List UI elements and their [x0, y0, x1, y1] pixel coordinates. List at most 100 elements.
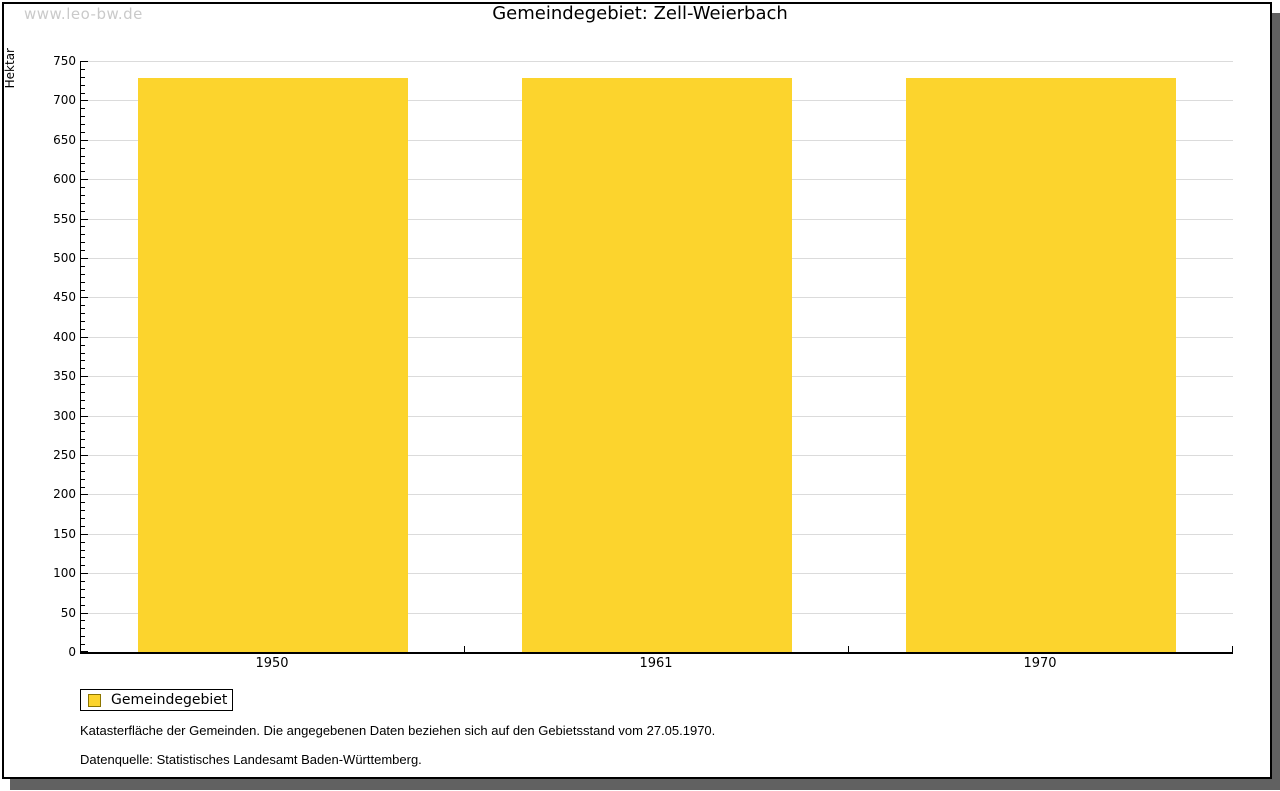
y-axis-minor-tick [81, 589, 85, 590]
x-axis-category-label: 1950 [255, 656, 289, 671]
y-axis-minor-tick [81, 597, 85, 598]
y-axis-tick-label: 0 [68, 645, 76, 659]
y-axis-minor-tick [81, 487, 85, 488]
y-axis-tick-label: 400 [53, 330, 76, 344]
y-axis-minor-tick [81, 77, 85, 78]
y-axis-major-tick [81, 61, 88, 62]
x-axis-boundary-tick [464, 646, 465, 652]
y-axis-minor-tick [81, 550, 85, 551]
y-axis-minor-tick [81, 171, 85, 172]
x-axis-boundary-tick [1232, 646, 1233, 652]
footnote-data-source: Datenquelle: Statistisches Landesamt Bad… [80, 752, 422, 767]
y-axis-minor-tick [81, 479, 85, 480]
y-axis-minor-tick [81, 423, 85, 424]
y-axis-minor-tick [81, 636, 85, 637]
y-axis-minor-tick [81, 321, 85, 322]
y-axis-minor-tick [81, 124, 85, 125]
y-axis-tick-label: 50 [60, 606, 76, 620]
y-axis-minor-tick [81, 345, 85, 346]
y-axis-minor-tick [81, 353, 85, 354]
y-axis-major-tick [81, 100, 88, 101]
y-axis-tick-labels: 0 50 100 150 200 250 300 350 400 450 500 550 600 650 7… [0, 54, 76, 659]
y-axis-major-tick [81, 219, 88, 220]
y-axis-tick-label: 250 [53, 448, 76, 462]
y-axis-minor-tick [81, 211, 85, 212]
y-axis-minor-tick [81, 502, 85, 503]
y-axis-tick-label: 450 [53, 290, 76, 304]
y-axis-minor-tick [81, 581, 85, 582]
y-axis-minor-tick [81, 305, 85, 306]
y-axis-minor-tick [81, 242, 85, 243]
y-axis-major-tick [81, 376, 88, 377]
y-axis-minor-tick [81, 195, 85, 196]
y-axis-major-tick [81, 297, 88, 298]
y-axis-minor-tick [81, 392, 85, 393]
y-axis-minor-tick [81, 400, 85, 401]
legend-box: Gemeindegebiet [80, 689, 233, 711]
y-axis-tick-label: 550 [53, 212, 76, 226]
y-axis-minor-tick [81, 408, 85, 409]
y-axis-major-tick [81, 651, 88, 652]
y-axis-minor-tick [81, 93, 85, 94]
y-axis-minor-tick [81, 266, 85, 267]
y-axis-major-tick [81, 416, 88, 417]
legend-label: Gemeindegebiet [111, 692, 228, 708]
x-axis-category-label: 1970 [1023, 656, 1057, 671]
y-axis-minor-tick [81, 163, 85, 164]
y-axis-minor-tick [81, 526, 85, 527]
y-axis-minor-tick [81, 108, 85, 109]
x-axis-category-labels: 1950 1961 1970 [80, 656, 1232, 674]
y-axis-minor-tick [81, 226, 85, 227]
y-axis-minor-tick [81, 132, 85, 133]
y-axis-tick-label: 650 [53, 133, 76, 147]
y-axis-minor-tick [81, 85, 85, 86]
y-axis-tick-label: 150 [53, 527, 76, 541]
y-axis-major-tick [81, 258, 88, 259]
y-axis-minor-tick [81, 274, 85, 275]
y-axis-minor-tick [81, 605, 85, 606]
chart-title: Gemeindegebiet: Zell-Weierbach [492, 3, 788, 24]
y-axis-minor-tick [81, 250, 85, 251]
y-axis-minor-tick [81, 234, 85, 235]
y-axis-minor-tick [81, 313, 85, 314]
y-axis-minor-tick [81, 518, 85, 519]
bar-1961 [522, 78, 792, 652]
y-axis-minor-tick [81, 510, 85, 511]
bar-1950 [138, 78, 408, 652]
y-axis-major-tick [81, 455, 88, 456]
y-axis-minor-tick [81, 431, 85, 432]
y-axis-major-tick [81, 534, 88, 535]
y-axis-major-tick [81, 140, 88, 141]
y-axis-major-tick [81, 613, 88, 614]
y-axis-tick-label: 600 [53, 172, 76, 186]
y-axis-tick-label: 200 [53, 487, 76, 501]
y-axis-minor-tick [81, 620, 85, 621]
y-axis-major-tick [81, 573, 88, 574]
y-axis-minor-tick [81, 156, 85, 157]
y-axis-minor-tick [81, 290, 85, 291]
footnote-source-note: Katasterfläche der Gemeinden. Die angege… [80, 723, 716, 738]
y-axis-minor-tick [81, 148, 85, 149]
x-axis-boundary-tick [848, 646, 849, 652]
y-axis-minor-tick [81, 360, 85, 361]
y-axis-tick-label: 350 [53, 369, 76, 383]
y-axis-major-tick [81, 337, 88, 338]
y-axis-minor-tick [81, 628, 85, 629]
y-axis-tick-label: 300 [53, 409, 76, 423]
y-axis-tick-label: 750 [53, 54, 76, 68]
y-axis-minor-tick [81, 203, 85, 204]
footnotes: Katasterfläche der Gemeinden. Die angege… [80, 723, 1180, 781]
y-axis-tick-label: 700 [53, 93, 76, 107]
y-axis-minor-tick [81, 447, 85, 448]
plot-area [80, 61, 1233, 654]
y-axis-minor-tick [81, 439, 85, 440]
y-axis-minor-tick [81, 368, 85, 369]
y-axis-minor-tick [81, 329, 85, 330]
y-axis-minor-tick [81, 116, 85, 117]
y-axis-minor-tick [81, 644, 85, 645]
y-axis-minor-tick [81, 565, 85, 566]
y-axis-minor-tick [81, 384, 85, 385]
y-axis-tick-label: 500 [53, 251, 76, 265]
y-axis-minor-tick [81, 187, 85, 188]
legend-swatch-icon [88, 693, 101, 707]
